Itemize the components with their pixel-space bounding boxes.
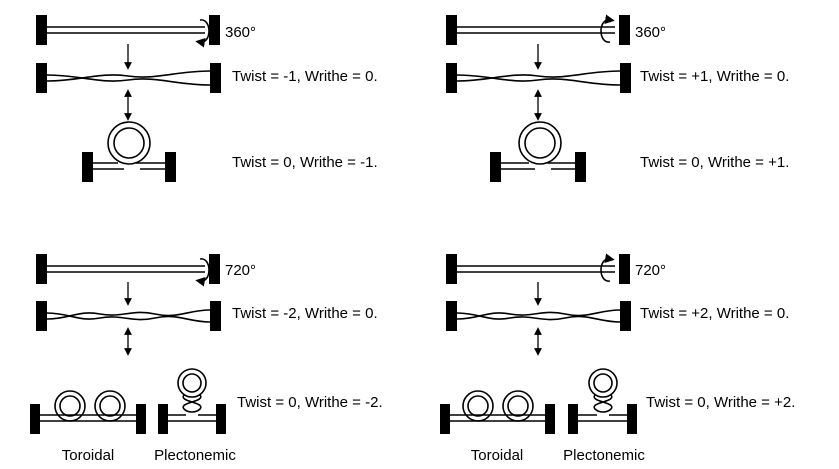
writhed-state-label: Twist = 0, Writhe = +2. bbox=[646, 394, 795, 411]
rotation-angle: 720° bbox=[225, 262, 256, 279]
straight-rod bbox=[446, 254, 630, 284]
plectonemic-caption: Plectonemic bbox=[154, 447, 236, 464]
writhed-state-label: Twist = 0, Writhe = -2. bbox=[237, 394, 383, 411]
panel-720-negative: 720° Twist = -2, Writhe = 0. Toroidal bbox=[30, 254, 383, 464]
twisted-rod bbox=[446, 63, 631, 93]
writhe-loop bbox=[490, 121, 586, 182]
twisted-state-label: Twist = -1, Writhe = 0. bbox=[232, 68, 378, 85]
rotation-arrow-icon bbox=[195, 258, 210, 287]
twisted-state-label: Twist = +1, Writhe = 0. bbox=[640, 68, 789, 85]
toroidal-caption: Toroidal bbox=[471, 447, 524, 464]
straight-rod bbox=[36, 254, 220, 284]
panel-360-positive: 360° Twist = +1, Writhe = 0. Twist = 0, … bbox=[446, 14, 789, 182]
rotation-angle: 720° bbox=[635, 262, 666, 279]
twisted-state-label: Twist = +2, Writhe = 0. bbox=[640, 305, 789, 322]
twisted-state-label: Twist = -2, Writhe = 0. bbox=[232, 305, 378, 322]
plectonemic-supercoil bbox=[158, 368, 226, 434]
straight-rod bbox=[36, 15, 220, 45]
rotation-arrow-icon bbox=[600, 14, 615, 43]
toroidal-supercoil bbox=[30, 390, 146, 434]
toroidal-supercoil bbox=[440, 390, 555, 434]
twisted-rod bbox=[36, 301, 221, 331]
panel-360-negative: 360° Twist = -1, Writhe = 0. Twist = 0, … bbox=[36, 15, 378, 182]
rotation-arrow-icon bbox=[195, 19, 210, 48]
panel-720-positive: 720° Twist = +2, Writhe = 0. Toroidal bbox=[440, 253, 795, 464]
twisted-rod bbox=[446, 301, 631, 331]
writhe-loop bbox=[82, 121, 176, 182]
toroidal-caption: Toroidal bbox=[62, 447, 115, 464]
rotation-angle: 360° bbox=[635, 24, 666, 41]
plectonemic-supercoil bbox=[568, 368, 637, 434]
twisted-rod bbox=[36, 63, 221, 93]
rotation-angle: 360° bbox=[225, 24, 256, 41]
straight-rod bbox=[446, 15, 630, 45]
writhed-state-label: Twist = 0, Writhe = +1. bbox=[640, 154, 789, 171]
writhed-state-label: Twist = 0, Writhe = -1. bbox=[232, 154, 378, 171]
plectonemic-caption: Plectonemic bbox=[563, 447, 645, 464]
rotation-arrow-icon bbox=[600, 253, 615, 282]
